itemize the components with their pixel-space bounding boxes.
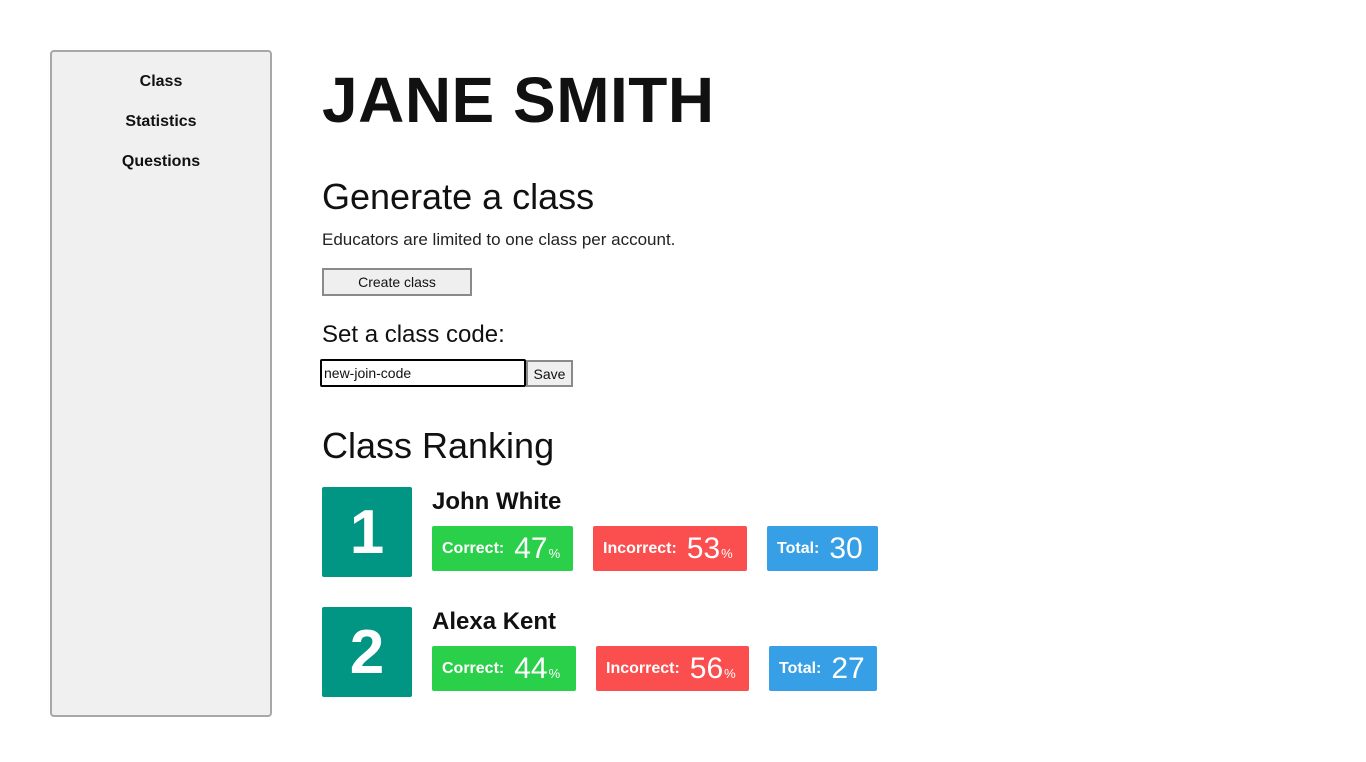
create-class-button[interactable]: Create class xyxy=(322,268,472,296)
sidebar-item-questions[interactable]: Questions xyxy=(121,153,201,170)
total-value: 30 xyxy=(829,531,863,565)
percent-unit: % xyxy=(548,666,561,681)
correct-value: 44 xyxy=(514,651,548,685)
total-value: 27 xyxy=(831,651,865,685)
sidebar-item-class[interactable]: Class xyxy=(139,73,183,90)
sidebar-item-statistics[interactable]: Statistics xyxy=(125,113,197,130)
total-label: Total: xyxy=(779,659,822,677)
incorrect-label: Incorrect: xyxy=(603,539,677,557)
incorrect-value: 56 xyxy=(689,651,724,685)
correct-value: 47 xyxy=(514,531,548,565)
correct-label: Correct: xyxy=(442,659,505,677)
class-ranking-heading: Class Ranking xyxy=(322,425,555,466)
correct-label: Correct: xyxy=(442,539,505,557)
total-stat: Total: 27 xyxy=(769,646,877,691)
class-code-input[interactable] xyxy=(320,359,526,387)
ranking-row: 2 Alexa Kent Correct: 44 % Incorrect: 56… xyxy=(322,607,1222,697)
sidebar: Class Statistics Questions xyxy=(50,50,272,717)
incorrect-stat: Incorrect: 56 % xyxy=(596,646,749,691)
correct-stat: Correct: 47 % xyxy=(432,526,573,571)
percent-unit: % xyxy=(724,666,736,681)
page-title: JANE SMITH xyxy=(322,64,715,136)
total-stat: Total: 30 xyxy=(767,526,878,571)
generate-class-heading: Generate a class xyxy=(322,176,595,217)
total-label: Total: xyxy=(777,539,820,557)
save-code-button[interactable]: Save xyxy=(526,360,573,387)
ranking-row: 1 John White Correct: 47 % Incorrect: 53… xyxy=(322,487,1222,577)
incorrect-value: 53 xyxy=(686,531,721,565)
generate-class-description: Educators are limited to one class per a… xyxy=(322,230,676,249)
rank-badge: 1 xyxy=(322,487,412,577)
percent-unit: % xyxy=(721,546,733,561)
percent-unit: % xyxy=(548,546,561,561)
student-name: John White xyxy=(432,488,562,515)
rank-badge: 2 xyxy=(322,607,412,697)
student-name: Alexa Kent xyxy=(432,608,557,635)
incorrect-stat: Incorrect: 53 % xyxy=(593,526,747,571)
correct-stat: Correct: 44 % xyxy=(432,646,576,691)
incorrect-label: Incorrect: xyxy=(606,659,680,677)
class-code-label: Set a class code: xyxy=(322,321,505,348)
